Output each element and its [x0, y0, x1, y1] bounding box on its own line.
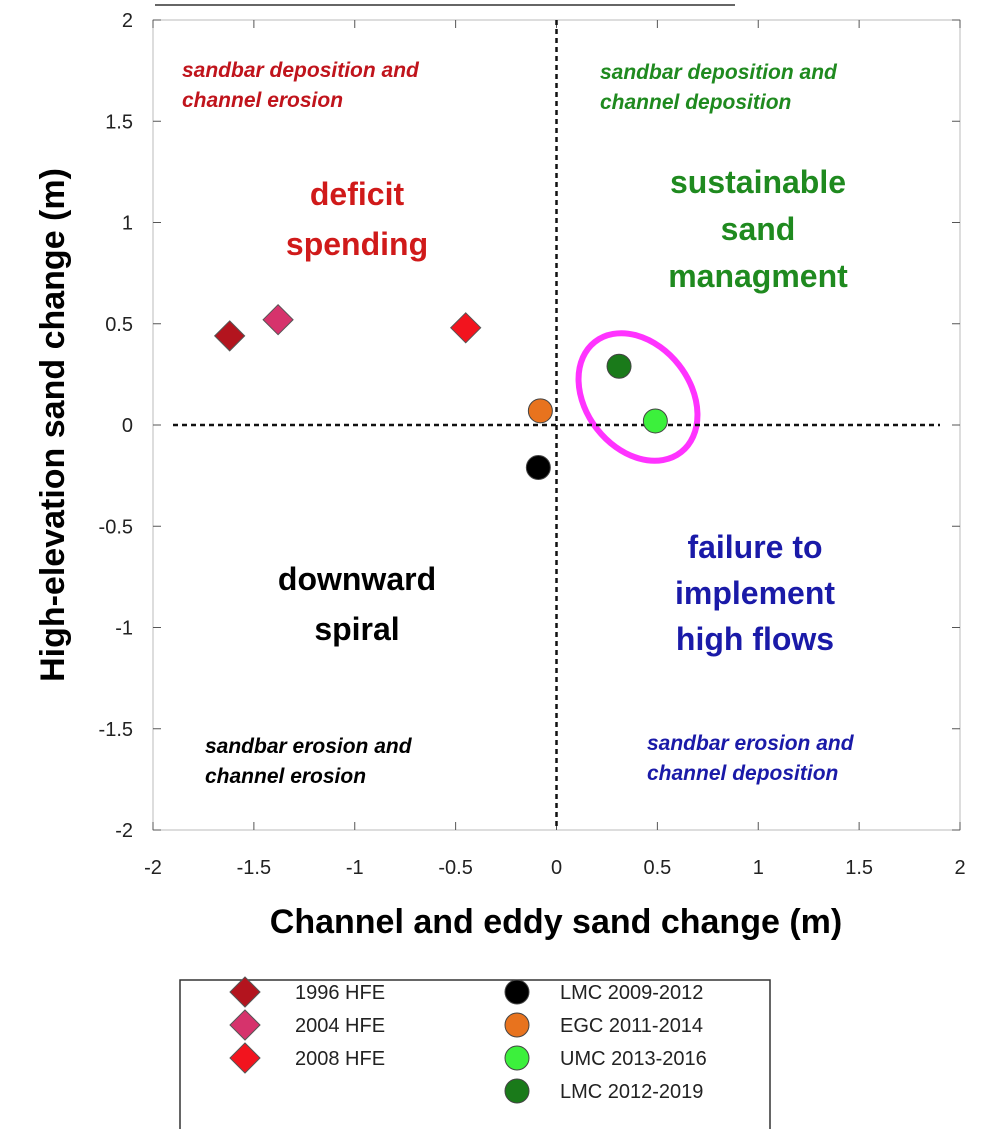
data-point — [642, 408, 668, 434]
legend-label: 2008 HFE — [295, 1048, 385, 1070]
quadrant-annotation: sand — [721, 211, 796, 247]
quadrant-annotation: managment — [668, 258, 848, 294]
quadrant-annotation: high flows — [676, 621, 834, 657]
data-point — [450, 312, 482, 344]
quadrant-annotation: sandbar erosion and — [205, 735, 413, 758]
quadrant-annotation: sustainable — [670, 164, 846, 200]
x-tick-label: -0.5 — [438, 857, 472, 879]
data-point — [525, 455, 551, 481]
legend-label: 1996 HFE — [295, 982, 385, 1004]
data-point — [606, 353, 632, 379]
x-tick-label: -1 — [346, 857, 364, 879]
quadrant-annotation: channel deposition — [600, 91, 791, 114]
x-tick-label: 0.5 — [643, 857, 671, 879]
y-tick-label: -1.5 — [99, 719, 133, 741]
y-tick-label: 1.5 — [105, 111, 133, 133]
x-tick-label: -1.5 — [237, 857, 271, 879]
quadrant-annotation: channel deposition — [647, 762, 838, 785]
y-tick-label: 2 — [122, 10, 133, 32]
y-tick-label: 0 — [122, 415, 133, 437]
quadrant-annotation: channel erosion — [205, 765, 366, 788]
x-tick-label: -2 — [144, 857, 162, 879]
legend-box — [179, 979, 771, 1129]
legend-marker — [229, 1042, 261, 1074]
quadrant-annotation: sandbar erosion and — [647, 732, 855, 755]
data-point — [527, 398, 553, 424]
quadrant-annotation: sandbar deposition and — [600, 61, 838, 84]
y-tick-label: -1 — [115, 618, 133, 640]
quadrant-annotation: deficit — [310, 176, 405, 212]
data-point — [262, 303, 294, 336]
legend-label: LMC 2012-2019 — [560, 1081, 703, 1103]
y-tick-label: 0.5 — [105, 314, 133, 336]
quadrant-annotation: channel erosion — [182, 89, 343, 112]
legend-label: LMC 2009-2012 — [560, 982, 703, 1004]
legend-marker — [229, 976, 261, 1008]
x-tick-label: 1 — [753, 857, 764, 879]
y-tick-label: -0.5 — [99, 516, 133, 538]
legend-label: UMC 2013-2016 — [560, 1048, 707, 1070]
x-tick-label: 2 — [954, 857, 965, 879]
legend-marker — [229, 1009, 261, 1041]
data-point — [213, 320, 246, 352]
quadrant-annotation: sandbar deposition and — [182, 59, 420, 82]
quadrant-annotation: downward — [278, 561, 436, 597]
y-tick-label: 1 — [122, 213, 133, 235]
quadrant-annotation: implement — [675, 575, 835, 611]
legend-marker — [504, 1078, 530, 1104]
legend-label: 2004 HFE — [295, 1015, 385, 1037]
legend-marker — [504, 1012, 530, 1038]
quadrant-annotation: spiral — [314, 611, 399, 647]
x-axis-label: Channel and eddy sand change (m) — [270, 903, 842, 941]
legend-label: EGC 2011-2014 — [560, 1015, 703, 1037]
legend-marker — [504, 1045, 530, 1071]
legend-marker — [504, 979, 530, 1005]
y-tick-label: -2 — [115, 820, 133, 842]
highlight-ellipse — [575, 330, 701, 464]
x-tick-label: 1.5 — [845, 857, 873, 879]
quadrant-annotation: failure to — [687, 529, 822, 565]
y-axis-label: High-elevation sand change (m) — [34, 168, 72, 682]
quadrant-annotation: spending — [286, 226, 428, 262]
x-tick-label: 0 — [551, 857, 562, 879]
